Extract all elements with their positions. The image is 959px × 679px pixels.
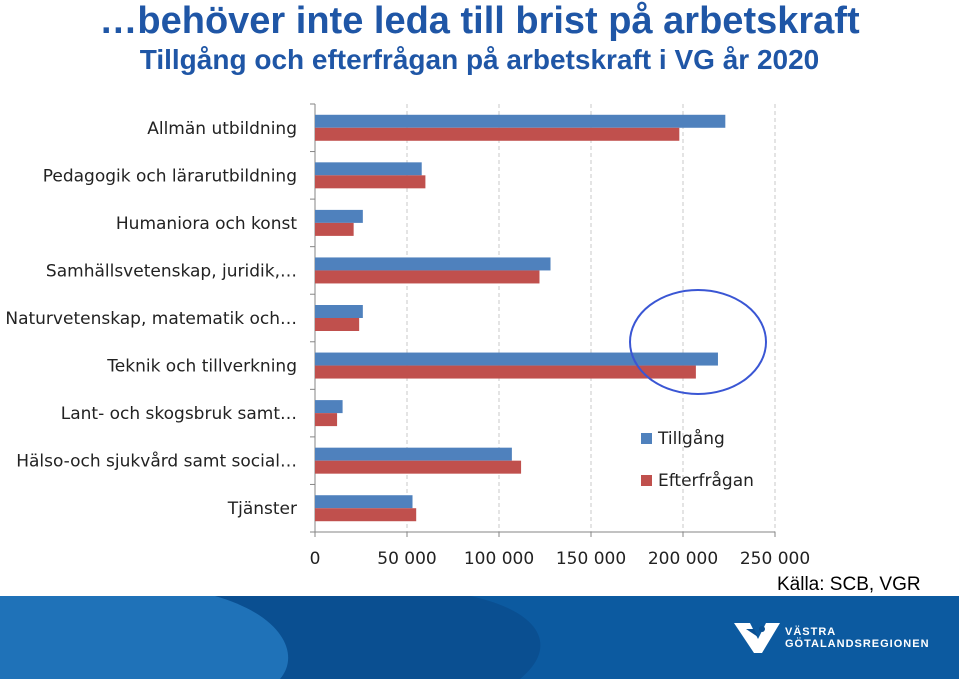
legend-swatch [641,475,652,486]
bar-efterfragan [315,508,417,522]
bar-tillgang [315,162,422,176]
category-label: Samhällsvetenskap, juridik,… [46,261,297,281]
logo-text-line1: VÄSTRA [785,626,837,638]
bar-efterfragan [315,365,696,379]
x-tick-label: 200 000 [648,549,718,569]
bar-tillgang [315,305,363,318]
x-tick-label: 50 000 [377,549,436,569]
bar-tillgang [315,209,363,223]
page-subtitle: Tillgång och efterfrågan på arbetskraft … [139,44,820,75]
legend-label: Tillgång [657,428,725,449]
footer-wave-left [0,596,289,679]
bar-chart: 0 50 000 100 000 150 000 200 000 250 000 Allmä… [5,103,810,569]
x-tick-label: 0 [310,549,321,569]
category-label: Humaniora och konst [116,214,297,234]
bar-tillgang [315,447,512,461]
category-label: Allmän utbildning [147,119,297,139]
legend-label: Efterfrågan [658,470,754,491]
bar-efterfragan [315,460,522,474]
bar-efterfragan [315,318,360,331]
logo-text-line2: GÖTALANDSREGIONEN [785,638,930,650]
category-label: Tjänster [227,499,297,519]
bar-tillgang [315,114,726,128]
footer-band [0,596,959,679]
category-label: Naturvetenskap, matematik och… [5,309,297,329]
category-label: Hälso-och sjukvård samt social… [16,451,297,472]
bar-efterfragan [315,413,338,427]
bar-efterfragan [315,270,540,284]
category-label: Pedagogik och lärarutbildning [43,166,297,186]
bar-efterfragan [315,175,426,189]
footer-wave-right [470,596,959,679]
bar-tillgang [315,400,343,414]
bar-tillgang [315,257,551,271]
region-logo [732,619,932,659]
category-label: Teknik och tillverkning [106,357,297,377]
logo-mark-icon [734,623,780,653]
source-note: Källa: SCB, VGR [777,574,921,595]
bar-efterfragan [315,222,354,236]
bar-tillgang [315,352,718,366]
page-title: …behöver inte leda till brist på arbetsk… [99,0,860,42]
x-tick-label: 100 000 [464,549,534,569]
category-label: Lant- och skogsbruk samt… [61,404,297,424]
bar-efterfragan [315,127,680,141]
annotation-circle [629,289,767,395]
bar-tillgang [315,495,413,509]
x-tick-label: 150 000 [556,549,626,569]
legend-swatch [641,433,652,444]
x-tick-label: 250 000 [740,549,810,569]
